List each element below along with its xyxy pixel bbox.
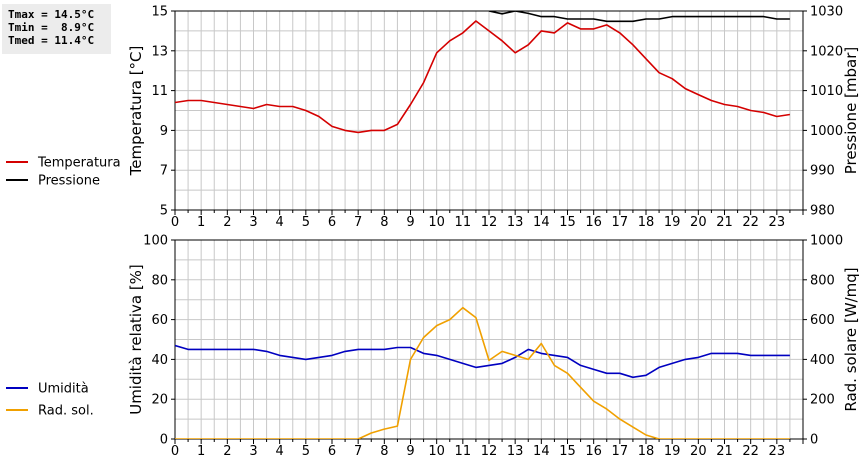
x-tick-label: 13	[507, 444, 524, 459]
stat-tmax: Tmax = 14.5°C	[8, 8, 95, 21]
x-tick-label: 10	[428, 444, 445, 459]
x-tick-label: 9	[406, 444, 414, 459]
series-line-rad-sol-	[175, 306, 790, 439]
x-tick-label: 16	[585, 215, 602, 230]
legend-label: Pressione	[38, 174, 100, 189]
y-tick-label: 80	[151, 273, 168, 288]
y-tick-label: 7	[160, 164, 168, 179]
x-tick-label: 3	[249, 215, 257, 230]
x-tick-label: 16	[585, 444, 602, 459]
x-tick-label: 2	[223, 444, 231, 459]
stat-tmed: Tmed = 11.4°C	[8, 34, 95, 47]
legend-label: Temperatura	[37, 156, 121, 171]
x-tick-label: 6	[328, 215, 336, 230]
x-tick-label: 15	[559, 215, 576, 230]
y2-axis-label: Pressione [mbar]	[842, 47, 860, 175]
x-tick-label: 19	[664, 215, 681, 230]
x-tick-label: 8	[380, 215, 388, 230]
x-tick-label: 21	[716, 444, 733, 459]
y2-tick-label: 0	[810, 433, 818, 448]
y2-tick-label: 200	[810, 393, 835, 408]
x-tick-label: 8	[380, 444, 388, 459]
x-tick-label: 5	[302, 215, 310, 230]
y2-axis-label: Rad. solare [W/mq]	[842, 267, 860, 411]
x-tick-label: 22	[742, 215, 759, 230]
x-tick-label: 17	[612, 215, 629, 230]
y2-tick-label: 1000	[810, 234, 843, 249]
series-line-umidit-	[175, 344, 790, 379]
x-tick-label: 20	[690, 444, 707, 459]
x-tick-label: 3	[249, 444, 257, 459]
y-tick-label: 20	[151, 393, 168, 408]
y2-tick-label: 1020	[810, 44, 843, 59]
stats-box: Tmax = 14.5°C Tmin = 8.9°C Tmed = 11.4°C	[2, 4, 111, 54]
x-tick-label: 12	[481, 444, 498, 459]
x-tick-label: 17	[612, 444, 629, 459]
x-tick-label: 11	[455, 444, 472, 459]
x-tick-label: 2	[223, 215, 231, 230]
series-line-pressione	[488, 11, 790, 23]
x-tick-label: 14	[533, 215, 550, 230]
x-tick-label: 4	[276, 444, 284, 459]
x-tick-label: 0	[171, 444, 179, 459]
y-tick-label: 60	[151, 313, 168, 328]
x-tick-label: 23	[769, 215, 786, 230]
y2-tick-label: 800	[810, 273, 835, 288]
y2-tick-label: 1000	[810, 124, 843, 139]
x-tick-label: 18	[638, 215, 655, 230]
y2-tick-label: 400	[810, 353, 835, 368]
y-tick-label: 11	[151, 84, 168, 99]
y-axis-label: Umidità relativa [%]	[127, 264, 145, 415]
x-tick-label: 20	[690, 215, 707, 230]
y2-tick-label: 600	[810, 313, 835, 328]
y2-tick-label: 1030	[810, 5, 843, 20]
x-tick-label: 22	[742, 444, 759, 459]
y-tick-label: 15	[151, 5, 168, 20]
x-tick-label: 15	[559, 444, 576, 459]
x-tick-label: 5	[302, 444, 310, 459]
x-tick-label: 23	[769, 444, 786, 459]
x-tick-label: 19	[664, 444, 681, 459]
y-tick-label: 0	[160, 433, 168, 448]
x-tick-label: 4	[276, 215, 284, 230]
y-tick-label: 9	[160, 124, 168, 139]
x-tick-label: 7	[354, 444, 362, 459]
x-tick-label: 6	[328, 444, 336, 459]
x-tick-label: 21	[716, 215, 733, 230]
y2-tick-label: 1010	[810, 84, 843, 99]
y-tick-label: 5	[160, 204, 168, 219]
legend-label: Rad. sol.	[38, 404, 94, 419]
y2-tick-label: 980	[810, 204, 835, 219]
x-tick-label: 7	[354, 215, 362, 230]
y-axis-label: Temperatura [°C]	[127, 46, 145, 177]
x-tick-label: 14	[533, 444, 550, 459]
series-line-temperatura	[175, 20, 791, 134]
x-tick-label: 18	[638, 444, 655, 459]
stat-tmin: Tmin = 8.9°C	[8, 21, 95, 34]
x-tick-label: 10	[428, 215, 445, 230]
chart-panel-0: 0 1 2 3 4 5 6 7 8 9 10 11 12 13 14 15 16 17 18 19 20 21 22 2357…	[6, 5, 860, 230]
x-tick-label: 1	[197, 444, 205, 459]
x-tick-label: 11	[455, 215, 472, 230]
y-tick-label: 100	[143, 234, 168, 249]
x-tick-label: 1	[197, 215, 205, 230]
y-tick-label: 13	[151, 44, 168, 59]
x-tick-label: 13	[507, 215, 524, 230]
y2-tick-label: 990	[810, 164, 835, 179]
x-tick-label: 0	[171, 215, 179, 230]
legend-label: Umidità	[38, 382, 89, 397]
chart-panel-1: 0 1 2 3 4 5 6 7 8 9 10 11 12 13 14 15 16 17 18 19 20 21 22 2302…	[6, 234, 860, 459]
x-tick-label: 9	[406, 215, 414, 230]
x-tick-label: 12	[481, 215, 498, 230]
y-tick-label: 40	[151, 353, 168, 368]
